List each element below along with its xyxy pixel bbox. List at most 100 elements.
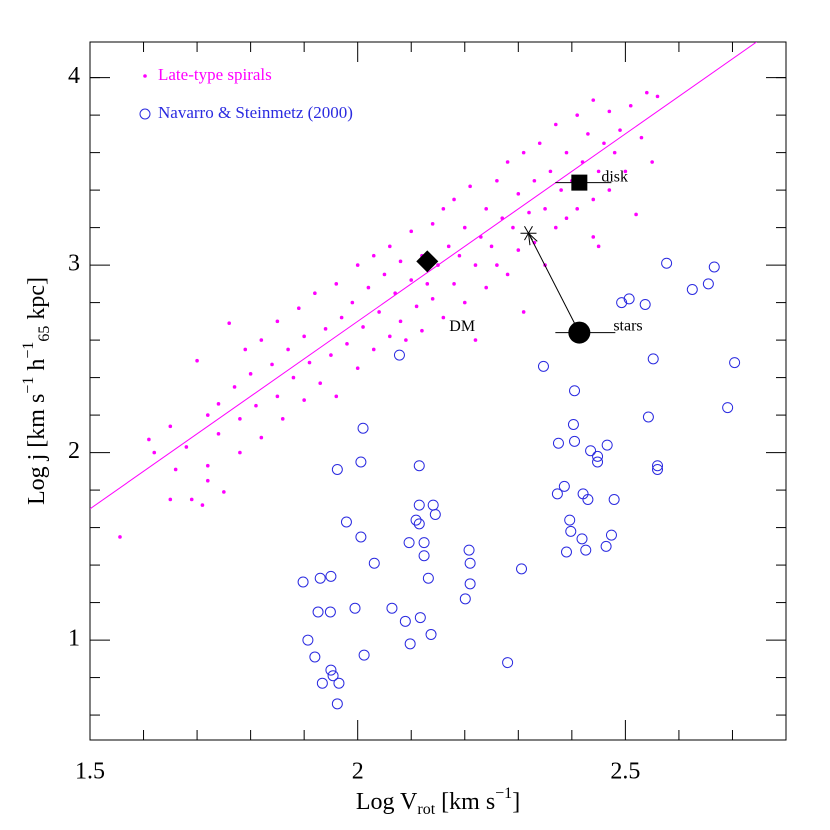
arrow-shaft xyxy=(528,233,580,333)
simulation-point xyxy=(403,537,415,549)
simulation-point xyxy=(592,450,604,462)
simulation-point xyxy=(502,657,514,669)
spiral-point xyxy=(484,285,488,290)
spiral-point xyxy=(537,141,542,146)
simulation-point xyxy=(414,612,426,624)
simulation-point xyxy=(582,493,594,505)
simulation-point xyxy=(576,533,588,545)
simulation-point xyxy=(297,576,309,588)
y-tick-label: 2 xyxy=(68,438,80,464)
y-axis-label-part: 65 xyxy=(36,326,53,342)
spiral-point xyxy=(591,235,596,239)
spiral-point xyxy=(382,272,387,277)
spiral-point xyxy=(591,197,596,202)
spiral-point xyxy=(259,338,264,342)
simulation-point xyxy=(331,698,343,710)
simulation-point xyxy=(309,651,321,663)
y-axis-label-part: h xyxy=(24,359,50,377)
spiral-point xyxy=(302,398,306,402)
spiral-point xyxy=(398,319,403,324)
spiral-point xyxy=(489,244,494,249)
simulation-point xyxy=(325,570,337,582)
spiral-point xyxy=(468,184,472,189)
simulation-point xyxy=(418,537,430,549)
legend-marker xyxy=(143,74,147,78)
legend-label: Navarro & Steinmetz (2000) xyxy=(158,103,353,122)
spiral-point xyxy=(596,244,601,249)
spiral-point xyxy=(377,310,381,314)
marker-label: DM xyxy=(449,318,475,335)
spiral-point xyxy=(409,278,414,282)
simulation-point xyxy=(357,422,369,434)
spiral-point xyxy=(479,235,483,239)
spiral-point xyxy=(457,253,462,258)
spiral-point xyxy=(168,497,173,502)
x-axis-label-part: ] xyxy=(512,789,520,815)
spiral-point xyxy=(596,169,601,174)
spiral-point xyxy=(173,467,178,472)
spiral-point xyxy=(334,394,339,399)
y-axis-label-part: −1 xyxy=(20,342,37,359)
spiral-point xyxy=(553,225,558,230)
simulation-point xyxy=(399,615,411,627)
spiral-point xyxy=(532,178,537,183)
spiral-point xyxy=(441,207,446,211)
spiral-point xyxy=(361,325,365,329)
simulation-point xyxy=(333,677,345,689)
simulation-point xyxy=(516,563,528,575)
simulation-point xyxy=(355,531,367,543)
spiral-point xyxy=(152,450,157,455)
y-tick-label: 1 xyxy=(68,626,80,652)
spiral-point xyxy=(195,358,199,363)
x-axis-label-part: [km s xyxy=(435,789,495,815)
spiral-point xyxy=(318,381,323,386)
x-axis-label: Log Vrot [km s−1] xyxy=(356,785,520,818)
simulation-point xyxy=(647,353,659,365)
spiral-point xyxy=(393,291,397,296)
spiral-point xyxy=(366,285,371,290)
spiral-point xyxy=(388,334,392,339)
spiral-point xyxy=(238,450,242,455)
simulation-point xyxy=(325,664,337,676)
spiral-point xyxy=(607,188,612,192)
simulation-point xyxy=(312,606,324,618)
plot-area xyxy=(90,42,757,710)
spiral-point xyxy=(430,222,435,226)
spiral-point xyxy=(495,263,499,267)
spiral-point xyxy=(420,328,424,333)
arrow-head xyxy=(528,232,538,242)
simulation-point xyxy=(324,606,336,618)
spiral-point xyxy=(168,424,173,429)
spiral-point xyxy=(634,212,638,217)
spiral-point xyxy=(639,135,644,140)
spiral-point xyxy=(280,417,285,421)
spiral-point xyxy=(238,417,242,421)
simulation-point xyxy=(464,578,476,590)
spiral-point xyxy=(216,432,221,436)
spiral-point xyxy=(339,315,344,320)
y-tick-label: 3 xyxy=(68,251,80,277)
spiral-point xyxy=(602,141,606,146)
simulation-point xyxy=(686,283,698,295)
spiral-point xyxy=(436,263,440,267)
spiral-point xyxy=(184,445,189,449)
spiral-point xyxy=(575,113,579,117)
disk-marker xyxy=(571,174,588,191)
spiral-point xyxy=(575,207,579,211)
simulation-point xyxy=(623,293,635,305)
spiral-point xyxy=(521,150,526,155)
simulation-point xyxy=(702,278,714,290)
spiral-point xyxy=(564,216,569,221)
simulation-point xyxy=(459,593,471,605)
simulation-point xyxy=(569,435,581,447)
marker-label: disk xyxy=(601,168,628,185)
spiral-point xyxy=(275,394,280,399)
simulation-point xyxy=(316,677,328,689)
spiral-point xyxy=(286,347,290,352)
spiral-point xyxy=(516,192,521,196)
x-tick-label: 1.5 xyxy=(75,759,105,785)
simulation-point xyxy=(386,602,398,614)
spiral-point xyxy=(543,207,547,211)
spiral-point xyxy=(355,366,360,371)
simulation-point xyxy=(464,557,476,569)
